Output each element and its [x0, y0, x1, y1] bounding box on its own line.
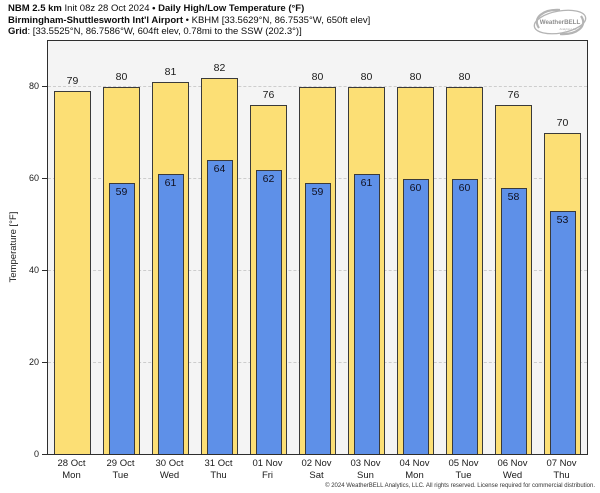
- high-value-label: 80: [115, 70, 128, 83]
- init-time: Init 08z 28 Oct 2024: [61, 3, 153, 14]
- x-tick-date: 31 Oct: [204, 458, 233, 469]
- high-value-label: 76: [262, 89, 275, 102]
- y-tick-mark: [42, 178, 47, 180]
- title-line-3: Grid: [33.5525°N, 86.7586°W, 604ft elev,…: [8, 26, 370, 38]
- x-tick-day: Mon: [405, 470, 424, 481]
- title-line-1: NBM 2.5 km Init 08z 28 Oct 2024 • Daily …: [8, 3, 370, 15]
- x-tick-date: 07 Nov: [546, 458, 577, 469]
- y-tick-label: 60: [28, 173, 39, 184]
- grid-label: Grid: [8, 26, 28, 38]
- high-bar: [54, 91, 91, 454]
- high-value-label: 80: [409, 70, 422, 83]
- x-tick-day: Wed: [502, 470, 523, 481]
- low-value-label: 58: [507, 190, 520, 203]
- y-tick-label: 80: [28, 81, 39, 92]
- y-tick-label: 20: [28, 356, 39, 367]
- low-bar: 64: [206, 160, 233, 454]
- logo-text: WeatherBELL: [540, 19, 581, 26]
- x-tick-day: Thu: [210, 470, 227, 481]
- low-bar: 61: [157, 174, 184, 454]
- x-tick-date: 01 Nov: [252, 458, 283, 469]
- high-value-label: 80: [311, 70, 324, 83]
- high-value-label: 76: [507, 89, 520, 102]
- high-value-label: 82: [213, 61, 226, 74]
- low-bar: 61: [353, 174, 380, 454]
- swirl-icon: [533, 8, 587, 36]
- low-bar: 62: [255, 169, 282, 454]
- copyright-attribution: © 2024 WeatherBELL Analytics, LLC. All r…: [325, 483, 595, 489]
- low-value-label: 62: [262, 172, 275, 185]
- title-line-2: Birmingham-Shuttlesworth Int'l Airport •…: [8, 15, 370, 27]
- x-tick-day: Sat: [309, 470, 324, 481]
- x-tick-day: Sun: [357, 470, 374, 481]
- x-tick-date: 29 Oct: [106, 458, 135, 469]
- x-tick-day: Mon: [62, 470, 81, 481]
- chart-header: NBM 2.5 km Init 08z 28 Oct 2024 • Daily …: [8, 3, 370, 38]
- x-tick-day: Fri: [261, 470, 274, 481]
- x-tick-day: Wed: [159, 470, 180, 481]
- x-tick-date: 04 Nov: [399, 458, 430, 469]
- low-bar: 59: [304, 183, 331, 454]
- high-value-label: 79: [66, 75, 79, 88]
- low-value-label: 61: [164, 177, 177, 190]
- x-tick-date: 06 Nov: [497, 458, 528, 469]
- model-name: NBM 2.5 km: [8, 3, 62, 14]
- x-tick-day: Tue: [455, 470, 472, 481]
- x-tick-date: 03 Nov: [350, 458, 381, 469]
- chart-title: • Daily High/Low Temperature (°F): [152, 3, 305, 14]
- high-value-label: 80: [360, 70, 373, 83]
- x-tick-day: Tue: [112, 470, 129, 481]
- low-value-label: 59: [311, 186, 324, 199]
- station-name: Birmingham-Shuttlesworth Int'l Airport: [8, 14, 184, 26]
- grid-coords: : [33.5525°N, 86.7586°W, 604ft elev, 0.7…: [27, 26, 302, 38]
- y-tick-mark: [42, 269, 47, 271]
- y-tick-label: 40: [28, 264, 39, 275]
- y-tick-mark: [42, 453, 47, 455]
- y-tick-mark: [42, 361, 47, 363]
- x-tick-date: 02 Nov: [301, 458, 332, 469]
- low-value-label: 64: [213, 163, 226, 176]
- low-value-label: 59: [115, 186, 128, 199]
- high-value-label: 80: [458, 70, 471, 83]
- x-tick-date: 28 Oct: [57, 458, 86, 469]
- x-tick-date: 30 Oct: [155, 458, 184, 469]
- y-tick-mark: [42, 86, 47, 88]
- high-value-label: 70: [556, 116, 569, 129]
- low-bar: 60: [451, 178, 478, 454]
- y-tick-label: 0: [33, 448, 39, 459]
- low-bar: 60: [402, 178, 429, 454]
- high-value-label: 81: [164, 66, 177, 79]
- low-bar: 58: [500, 187, 527, 454]
- low-value-label: 53: [556, 213, 569, 226]
- plot-area: 79 80 59 81 61 82 64 76 62 80 59 80 61 80 60 80 60 76 58 70…: [47, 40, 588, 455]
- low-value-label: 60: [409, 181, 422, 194]
- x-tick-day: Thu: [553, 470, 570, 481]
- x-tick-date: 05 Nov: [448, 458, 479, 469]
- logo-subtext: Analytics LLC: [559, 27, 576, 31]
- low-value-label: 61: [360, 177, 373, 190]
- low-bar: 53: [549, 210, 576, 454]
- weatherbell-logo: WeatherBELL Analytics LLC: [533, 8, 587, 36]
- low-value-label: 60: [458, 181, 471, 194]
- station-coords: • KBHM [33.5629°N, 86.7535°W, 650ft elev…: [183, 14, 371, 26]
- low-bar: 59: [108, 183, 135, 454]
